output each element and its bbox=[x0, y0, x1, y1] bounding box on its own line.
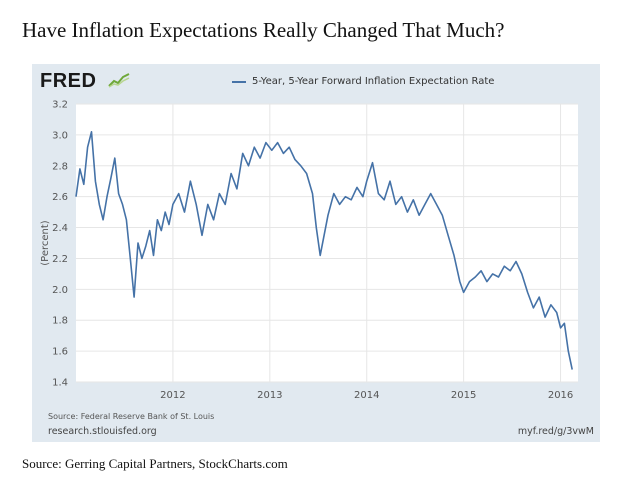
y-tick-label: 3.0 bbox=[52, 130, 68, 141]
y-tick-label: 1.4 bbox=[52, 378, 68, 389]
legend-label: 5-Year, 5-Year Forward Inflation Expecta… bbox=[252, 76, 495, 87]
fred-chart-panel: FRED 5-Year, 5-Year Forward Inflation Ex… bbox=[32, 64, 600, 442]
y-tick-label: 3.2 bbox=[52, 100, 68, 111]
plot-area bbox=[76, 104, 578, 382]
x-tick-label: 2013 bbox=[257, 390, 282, 401]
chart-legend: 5-Year, 5-Year Forward Inflation Expecta… bbox=[232, 76, 494, 87]
y-tick-label: 1.6 bbox=[52, 347, 68, 358]
x-tick-label: 2012 bbox=[160, 390, 185, 401]
fred-logo-chart-icon bbox=[108, 73, 130, 88]
y-tick-label: 1.8 bbox=[52, 316, 68, 327]
page-headline: Have Inflation Expectations Really Chang… bbox=[22, 18, 505, 42]
x-tick-label: 2014 bbox=[354, 390, 379, 401]
line-chart: 1.41.61.82.02.22.42.62.83.03.2 2012 2013 2… bbox=[40, 100, 578, 401]
fred-logo: FRED bbox=[40, 70, 97, 92]
short-link[interactable]: myf.red/g/3vwM bbox=[517, 426, 594, 437]
x-tick-label: 2016 bbox=[548, 390, 573, 401]
y-tick-label: 2.6 bbox=[52, 192, 68, 203]
y-axis-ticks: 1.4 1.6 1.8 2.0 2.2 2.4 2.6 2.8 3.0 3.2 bbox=[52, 100, 68, 389]
series-line-inflation-expectation bbox=[75, 131, 573, 370]
site-link[interactable]: research.stlouisfed.org bbox=[48, 426, 157, 437]
x-tick-label: 2015 bbox=[451, 390, 476, 401]
y-tick-label: 2.0 bbox=[52, 285, 68, 296]
legend-swatch bbox=[232, 80, 246, 83]
y-tick-label: 2.2 bbox=[52, 254, 68, 265]
chart-source-note: Source: Federal Reserve Bank of St. Loui… bbox=[48, 412, 215, 421]
y-axis-title: (Percent) bbox=[40, 220, 51, 266]
footer-source: Source: Gerring Capital Partners, StockC… bbox=[22, 456, 288, 471]
y-tick-label: 2.4 bbox=[52, 223, 68, 234]
x-axis-ticks: 2012 2013 2014 2015 2016 bbox=[160, 390, 573, 401]
y-tick-label: 2.8 bbox=[52, 161, 68, 172]
